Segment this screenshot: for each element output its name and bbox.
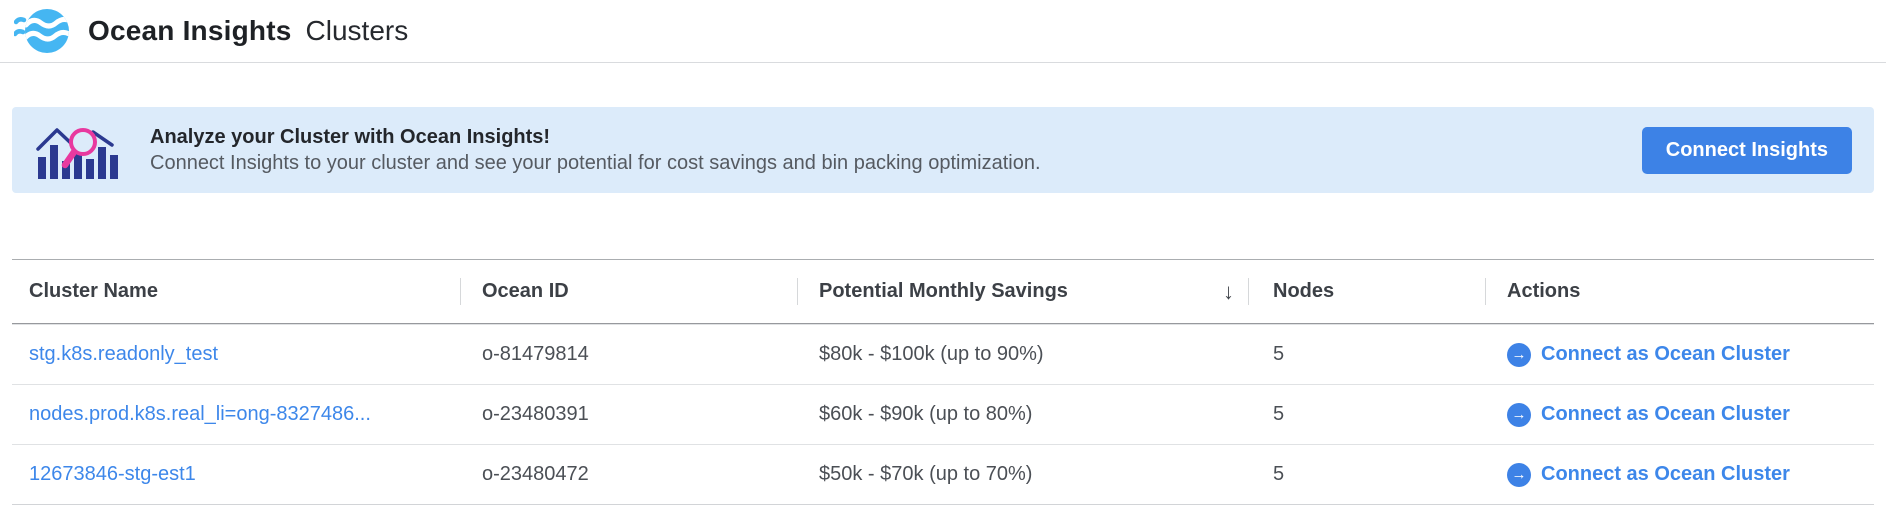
cluster-name-link[interactable]: 12673846-stg-est1 [29,463,196,485]
ocean-waves-logo-icon [14,8,72,54]
connect-as-ocean-cluster-link[interactable]: → Connect as Ocean Cluster [1507,342,1790,367]
top-bar: Ocean Insights Clusters [0,0,1886,62]
banner-title: Analyze your Cluster with Ocean Insights… [150,125,551,148]
insights-promo-banner: Analyze your Cluster with Ocean Insights… [12,107,1874,193]
connect-as-ocean-cluster-link[interactable]: → Connect as Ocean Cluster [1507,402,1790,427]
app-title: Ocean Insights [88,15,292,46]
column-header-savings[interactable]: Potential Monthly Savings ↓ [797,260,1248,323]
clusters-table: Cluster Name Ocean ID Potential Monthly … [12,259,1874,505]
column-header-actions: Actions [1485,260,1874,323]
ocean-id-value: o-81479814 [482,343,589,365]
nodes-value: 5 [1273,403,1285,425]
banner-subtitle: Connect Insights to your cluster and see… [150,151,1041,174]
table-row: stg.k8s.readonly_test o-81479814 $80k - … [12,324,1874,384]
savings-value: $60k - $90k (up to 80%) [819,403,1033,425]
action-label: Connect as Ocean Cluster [1541,343,1790,365]
arrow-right-circle-icon: → [1507,462,1531,487]
arrow-right-circle-icon: → [1507,402,1531,427]
action-label: Connect as Ocean Cluster [1541,463,1790,485]
action-label: Connect as Ocean Cluster [1541,403,1790,425]
cluster-name-link[interactable]: stg.k8s.readonly_test [29,343,218,365]
column-header-savings-label: Potential Monthly Savings [819,280,1068,302]
arrow-right-circle-icon: → [1507,342,1531,367]
savings-value: $80k - $100k (up to 90%) [819,343,1044,365]
table-row: nodes.prod.k8s.real_li=ong-8327486... o-… [12,384,1874,444]
ocean-id-value: o-23480391 [482,403,589,425]
connect-as-ocean-cluster-link[interactable]: → Connect as Ocean Cluster [1507,462,1790,487]
cluster-name-link[interactable]: nodes.prod.k8s.real_li=ong-8327486... [29,403,371,425]
column-header-ocean-id: Ocean ID [460,260,797,323]
column-header-cluster-name: Cluster Name [29,280,158,302]
page-title: Clusters [305,15,409,46]
savings-value: $50k - $70k (up to 70%) [819,463,1033,485]
header-divider [0,62,1886,63]
table-row: 12673846-stg-est1 o-23480472 $50k - $70k… [12,444,1874,504]
ocean-id-value: o-23480472 [482,463,589,485]
bar-chart-magnifier-icon [34,121,120,179]
table-header-row: Cluster Name Ocean ID Potential Monthly … [12,260,1874,324]
connect-insights-button[interactable]: Connect Insights [1641,126,1852,174]
sort-descending-arrow-icon[interactable]: ↓ [1223,278,1234,304]
nodes-value: 5 [1273,463,1285,485]
page-heading: Ocean Insights Clusters [88,15,408,47]
nodes-value: 5 [1273,343,1285,365]
column-header-nodes: Nodes [1248,260,1485,323]
